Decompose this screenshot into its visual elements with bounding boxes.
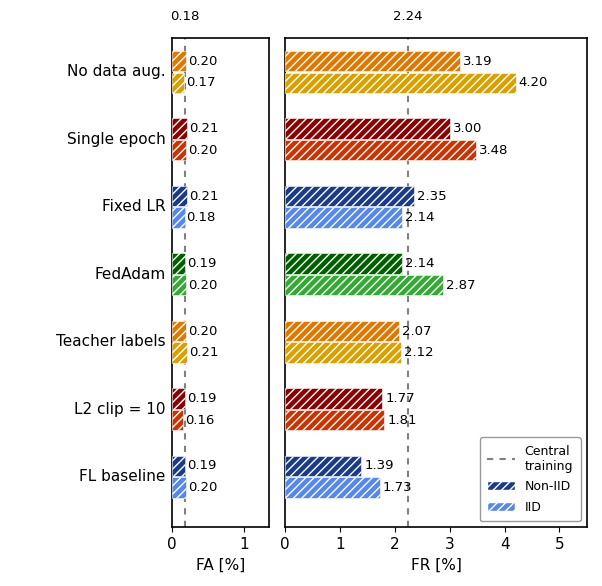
- Text: Single epoch: Single epoch: [67, 132, 166, 147]
- Bar: [172, 207, 185, 228]
- Text: 4.20: 4.20: [518, 76, 548, 89]
- Bar: [172, 253, 185, 274]
- Text: 0.21: 0.21: [188, 189, 218, 203]
- Bar: [285, 207, 403, 228]
- Text: 3.48: 3.48: [479, 144, 509, 156]
- Text: 0.17: 0.17: [186, 76, 216, 89]
- Text: 0.21: 0.21: [188, 346, 218, 359]
- Text: 0.20: 0.20: [188, 325, 217, 338]
- Text: 2.14: 2.14: [406, 211, 435, 224]
- Text: 2.24: 2.24: [393, 10, 423, 23]
- Bar: [172, 456, 185, 476]
- Text: 0.18: 0.18: [187, 211, 216, 224]
- Text: 0.19: 0.19: [187, 392, 217, 405]
- Text: L2 clip = 10: L2 clip = 10: [74, 402, 166, 417]
- Bar: [172, 478, 186, 498]
- Bar: [285, 51, 460, 71]
- Bar: [172, 321, 186, 341]
- Text: 3.19: 3.19: [463, 54, 492, 67]
- Text: 0.20: 0.20: [188, 54, 217, 67]
- Bar: [285, 186, 414, 206]
- Text: Fixed LR: Fixed LR: [102, 199, 166, 214]
- Bar: [172, 140, 186, 160]
- Text: 3.00: 3.00: [453, 122, 482, 135]
- Text: FedAdam: FedAdam: [95, 267, 166, 282]
- Text: 0.20: 0.20: [188, 144, 217, 156]
- Bar: [285, 456, 361, 476]
- Bar: [172, 275, 186, 295]
- Text: 2.35: 2.35: [417, 189, 447, 203]
- Bar: [172, 118, 187, 139]
- Bar: [172, 389, 185, 408]
- Text: 0.21: 0.21: [188, 122, 218, 135]
- Text: 1.39: 1.39: [364, 459, 394, 472]
- Legend: Central
training, Non-IID, IID: Central training, Non-IID, IID: [480, 437, 581, 521]
- Text: 1.81: 1.81: [387, 414, 417, 427]
- Text: 0.16: 0.16: [185, 414, 214, 427]
- Bar: [285, 140, 476, 160]
- Bar: [285, 118, 450, 139]
- Text: 0.20: 0.20: [188, 481, 217, 494]
- Text: No data aug.: No data aug.: [67, 64, 166, 79]
- Bar: [285, 389, 382, 408]
- Bar: [172, 73, 184, 93]
- Text: 0.18: 0.18: [170, 10, 199, 23]
- Text: Teacher labels: Teacher labels: [56, 334, 166, 349]
- Text: 2.07: 2.07: [402, 325, 431, 338]
- Text: 0.19: 0.19: [187, 257, 217, 270]
- Bar: [285, 342, 402, 363]
- Bar: [172, 342, 187, 363]
- Text: 0.19: 0.19: [187, 459, 217, 472]
- Bar: [285, 253, 403, 274]
- Text: 1.77: 1.77: [385, 392, 415, 405]
- Text: 2.87: 2.87: [445, 278, 475, 292]
- Text: 2.12: 2.12: [405, 346, 434, 359]
- Text: FL baseline: FL baseline: [79, 469, 166, 484]
- Text: 2.14: 2.14: [406, 257, 435, 270]
- X-axis label: FR [%]: FR [%]: [411, 558, 461, 573]
- X-axis label: FA [%]: FA [%]: [196, 558, 245, 573]
- Text: 0.20: 0.20: [188, 278, 217, 292]
- Bar: [285, 275, 442, 295]
- Bar: [285, 321, 399, 341]
- Bar: [172, 410, 183, 430]
- Bar: [285, 478, 380, 498]
- Bar: [172, 51, 186, 71]
- Text: 1.73: 1.73: [383, 481, 412, 494]
- Bar: [285, 410, 384, 430]
- Bar: [172, 186, 187, 206]
- Bar: [285, 73, 515, 93]
